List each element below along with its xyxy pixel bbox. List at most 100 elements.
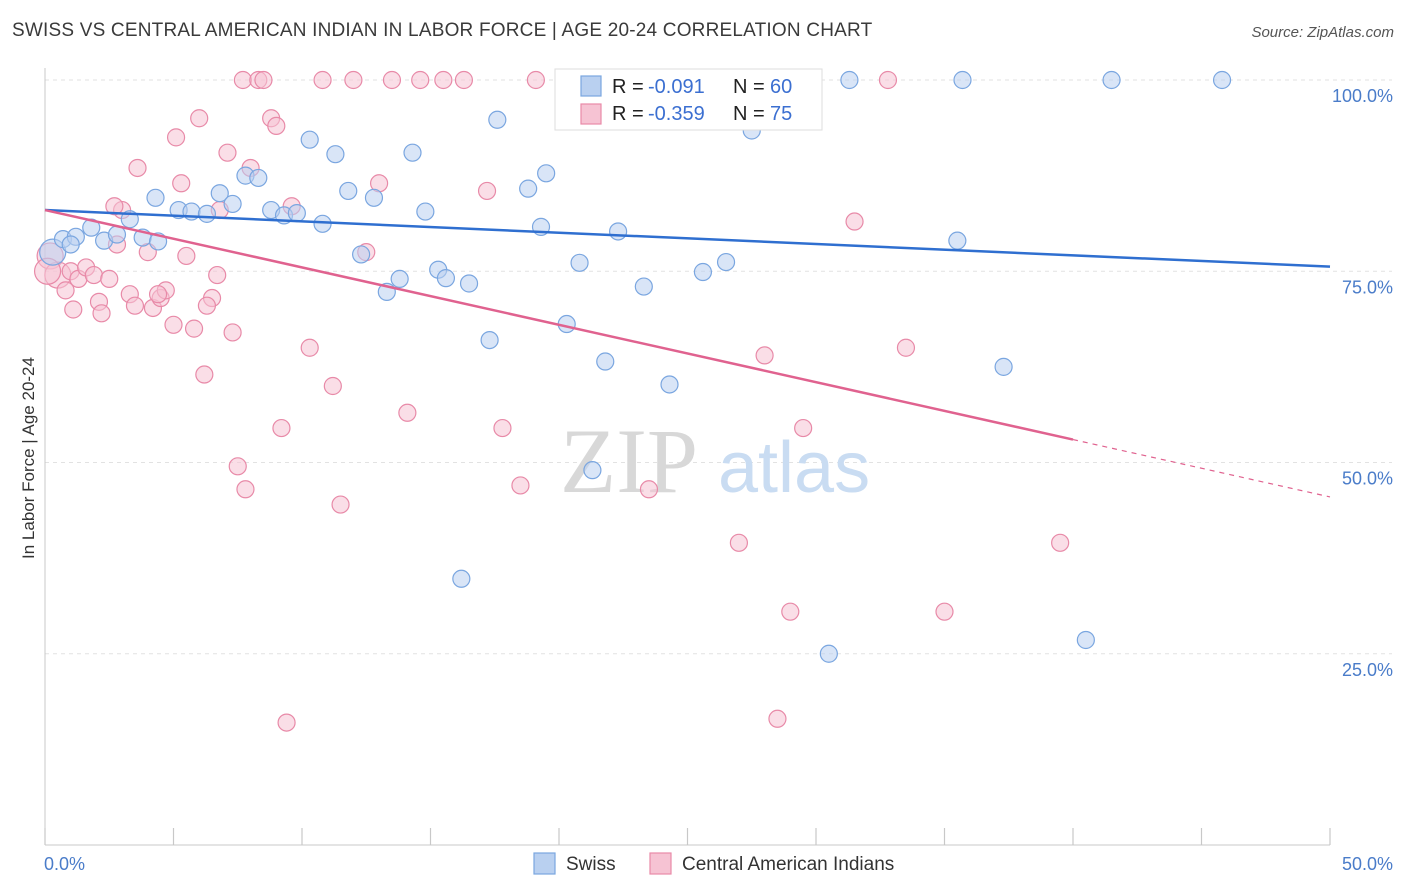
y-tick-label: 75.0% [1342, 277, 1393, 297]
swiss-point [994, 357, 1013, 376]
legend-label-cai: Central American Indians [682, 854, 894, 875]
cai-trend-extension [1072, 438, 1331, 498]
swiss-point [480, 331, 499, 350]
cai-point [768, 709, 787, 728]
swiss-point [416, 202, 435, 221]
cai-point [526, 70, 545, 90]
x-tick-labels: 0.0% 50.0% [44, 854, 1393, 874]
cai-point [64, 300, 83, 319]
legend-swatch-cai [580, 103, 602, 125]
cai-point [267, 116, 286, 136]
cai-point [344, 70, 363, 90]
cai-point [398, 403, 417, 422]
swiss-point [693, 262, 713, 282]
cai-point [434, 70, 453, 90]
swiss-point [570, 253, 589, 272]
swiss-point [840, 70, 859, 90]
legend-n-cai: 75 [770, 103, 792, 125]
watermark: ZIP atlas [560, 410, 870, 512]
y-tick-labels: 25.0% 50.0% 75.0% 100.0% [1332, 86, 1393, 680]
cai-point [190, 109, 209, 128]
cai-point [166, 128, 186, 147]
cai-point [755, 346, 774, 365]
cai-point [125, 296, 145, 315]
axes [44, 68, 1331, 846]
y-tick-label: 25.0% [1342, 660, 1393, 680]
cai-point [729, 533, 749, 552]
swiss-point [583, 461, 602, 480]
cai-point [233, 70, 252, 90]
legend-swatch-swiss-bottom [533, 852, 556, 875]
swiss-point [1102, 70, 1121, 90]
cai-point [454, 70, 474, 90]
legend-label-swiss: Swiss [566, 854, 616, 875]
cai-point [195, 365, 214, 384]
cai-point [228, 457, 247, 476]
swiss-point [223, 194, 242, 214]
cai-point [313, 70, 332, 90]
cai-point [177, 246, 196, 266]
swiss-point [287, 204, 306, 223]
swiss-point [210, 184, 229, 203]
cai-point [896, 338, 916, 357]
y-tick-label: 50.0% [1342, 469, 1393, 489]
cai-point [411, 70, 430, 90]
cai-point [477, 181, 497, 201]
cai-point [148, 285, 168, 304]
y-tick-label: 100.0% [1332, 86, 1393, 106]
cai-point [331, 495, 350, 514]
cai-point [164, 315, 183, 334]
cai-point [781, 602, 800, 621]
swiss-point [436, 269, 456, 288]
cai-point [84, 265, 103, 285]
legend-n-swiss: 60 [770, 76, 792, 98]
cai-point [100, 269, 119, 288]
swiss-point [339, 181, 358, 201]
swiss-point [390, 269, 409, 288]
swiss-point [953, 70, 972, 90]
cai-point [197, 296, 217, 315]
swiss-point [452, 569, 471, 588]
legend-r-label-2: R = [612, 103, 644, 125]
swiss-point [249, 168, 268, 188]
cai-point [511, 476, 530, 495]
swiss-point [313, 214, 332, 233]
swiss-point [352, 245, 371, 264]
source-label: Source: ZipAtlas.com [1251, 24, 1394, 41]
data-points [33, 70, 1232, 732]
swiss-point [537, 164, 556, 183]
cai-point [382, 70, 402, 90]
cai-point [105, 197, 124, 216]
cai-point [208, 265, 227, 285]
cai-point [254, 70, 273, 90]
legend-swatch-cai-bottom [649, 852, 672, 875]
cai-point [92, 304, 111, 323]
swiss-point [61, 235, 80, 254]
swiss-point [488, 110, 507, 129]
y-axis-label: In Labor Force | Age 20-24 [19, 357, 38, 559]
chart-title: SWISS VS CENTRAL AMERICAN INDIAN IN LABO… [12, 20, 873, 41]
cai-point [236, 480, 255, 499]
cai-point [184, 319, 204, 338]
cai-point [218, 143, 237, 162]
watermark-zip: ZIP [560, 410, 698, 512]
series-legend: Swiss Central American Indians [533, 852, 894, 875]
cai-point [794, 418, 813, 438]
cai-point [272, 418, 291, 438]
swiss-point [660, 375, 679, 394]
cai-point [300, 338, 319, 357]
cai-point [323, 376, 342, 396]
cai-point [128, 158, 147, 178]
swiss-point [519, 179, 538, 198]
swiss-trend-line [44, 208, 1331, 268]
cai-point [172, 174, 191, 193]
cai-point [878, 70, 898, 90]
legend-r-swiss: -0.091 [648, 76, 705, 98]
swiss-point [459, 274, 479, 293]
x-tick-label: 50.0% [1342, 854, 1393, 874]
swiss-point [197, 204, 217, 223]
swiss-point [146, 188, 165, 207]
swiss-point [1076, 630, 1095, 650]
cai-point [935, 602, 954, 621]
